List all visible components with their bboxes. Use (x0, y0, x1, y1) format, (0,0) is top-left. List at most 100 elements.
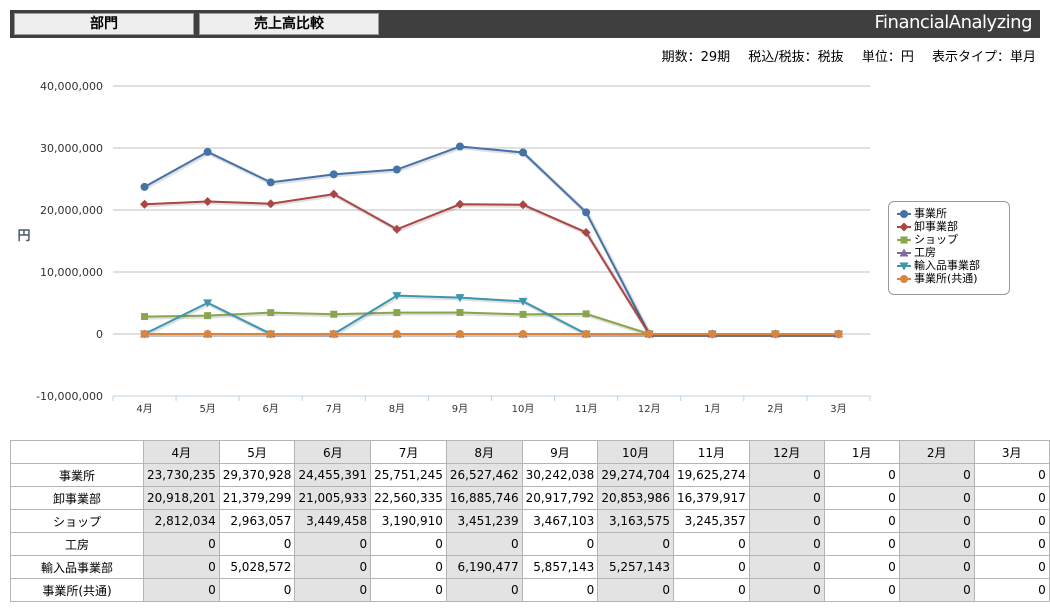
data-point (393, 309, 401, 317)
data-point (392, 292, 402, 301)
table-cell: 0 (597, 532, 675, 556)
table-cell: 0 (370, 532, 447, 556)
table-cell: 29,274,704 (597, 463, 675, 487)
top-bar: 部門 売上高比較 FinancialAnalyzing (10, 10, 1040, 38)
data-point (519, 330, 528, 338)
x-tick-label: 2月 (767, 403, 783, 415)
table-column-header: 3月 (973, 440, 1050, 464)
table-cell: 21,379,299 (218, 486, 296, 510)
table-cell: 3,449,458 (294, 509, 372, 533)
data-point (140, 330, 149, 338)
table-cell: 0 (143, 532, 220, 556)
table-cell: 0 (748, 509, 825, 533)
table-cell: 0 (143, 578, 220, 602)
table-row: 輸入品事業部 0 5,028,572 0 0 6,190,477 5,857,143 5,25… (10, 555, 1050, 579)
table-row-label: 輸入品事業部 (10, 555, 144, 579)
legend-item[interactable]: ショップ (897, 233, 1009, 246)
table-row-label: 事業所(共通) (10, 578, 144, 602)
table-column-header: 10月 (597, 440, 675, 464)
table-cell: 23,730,235 (143, 463, 220, 487)
x-tick-label: 1月 (704, 403, 720, 415)
table-cell: 0 (597, 578, 675, 602)
table-cell: 24,455,391 (294, 463, 372, 487)
data-point (203, 196, 213, 206)
table-cell: 0 (370, 578, 447, 602)
table-cell: 0 (823, 532, 900, 556)
data-point (518, 200, 528, 210)
table-cell: 0 (748, 486, 825, 510)
x-tick-label: 8月 (389, 403, 405, 415)
table-cell: 20,853,986 (597, 486, 675, 510)
table-cell: 0 (973, 486, 1050, 510)
table-cell: 0 (973, 532, 1050, 556)
y-axis-label: 円 (17, 229, 30, 244)
table-header-row: 4月 5月 6月 7月 8月 9月 10月 11月 12月 1月 2月 3月 (10, 440, 1050, 464)
legend-item[interactable]: 事業所 (897, 207, 1009, 220)
table-cell: 0 (823, 463, 900, 487)
table-cell: 0 (370, 555, 447, 579)
tab-department[interactable]: 部門 (14, 13, 194, 35)
table-cell: 0 (294, 578, 372, 602)
table-cell: 0 (218, 532, 296, 556)
data-table: 4月 5月 6月 7月 8月 9月 10月 11月 12月 1月 2月 3月 事業所 23,730,23… (10, 440, 1050, 602)
legend-marker-icon (897, 210, 911, 218)
legend-label: 工房 (914, 246, 936, 259)
table-cell: 5,257,143 (597, 555, 675, 579)
table-cell: 25,751,245 (370, 463, 447, 487)
table-cell: 3,190,910 (370, 509, 447, 533)
y-tick-label: 0 (96, 328, 103, 341)
tab-sales-comparison[interactable]: 売上高比較 (199, 13, 379, 35)
y-tick-label: 10,000,000 (40, 266, 103, 279)
data-point (456, 309, 464, 317)
data-point (203, 299, 213, 308)
table-cell: 0 (823, 509, 900, 533)
table-cell: 21,005,933 (294, 486, 372, 510)
table-cell: 26,527,462 (445, 463, 523, 487)
data-point (140, 199, 150, 209)
table-cell: 2,963,057 (218, 509, 296, 533)
table-cell: 0 (673, 578, 750, 602)
table-cell: 3,451,239 (445, 509, 523, 533)
data-point (329, 189, 339, 199)
legend-marker-icon (897, 275, 911, 283)
y-tick-label: 20,000,000 (40, 204, 103, 217)
x-tick-label: 4月 (136, 403, 152, 415)
tax-info: 税込/税抜：税抜 (748, 50, 844, 65)
table-row: 卸事業部 20,918,201 21,379,299 21,005,933 22,560… (10, 486, 1050, 510)
x-tick-label: 5月 (199, 403, 215, 415)
legend-item[interactable]: 事業所(共通) (897, 272, 1009, 285)
table-cell: 0 (973, 555, 1050, 579)
data-point (203, 330, 212, 338)
table-cell: 0 (823, 486, 900, 510)
legend-item[interactable]: 工房 (897, 246, 1009, 259)
data-point (204, 312, 212, 320)
table-cell: 0 (823, 578, 900, 602)
table-row-label: ショップ (10, 509, 144, 533)
table-column-header: 7月 (370, 440, 447, 464)
data-point (645, 330, 654, 338)
table-row: 事業所(共通) 0 0 0 0 0 0 0 0 0 0 0 0 (10, 578, 1050, 602)
legend-label: 事業所 (914, 207, 947, 220)
data-point (834, 330, 843, 338)
table-cell: 0 (973, 578, 1050, 602)
table-column-header: 5月 (218, 440, 296, 464)
table-cell: 22,560,335 (370, 486, 447, 510)
y-tick-label: 30,000,000 (40, 142, 103, 155)
chart-grid (112, 85, 871, 401)
data-point (140, 182, 149, 191)
legend-marker-icon (897, 248, 911, 257)
legend-label: 事業所(共通) (914, 272, 978, 285)
table-cell: 5,028,572 (218, 555, 296, 579)
table-cell: 0 (748, 555, 825, 579)
table-cell: 0 (973, 509, 1050, 533)
legend-item[interactable]: 卸事業部 (897, 220, 1009, 233)
table-cell: 0 (748, 463, 825, 487)
table-cell: 0 (748, 532, 825, 556)
table-cell: 0 (673, 555, 750, 579)
table-cell: 0 (143, 555, 220, 579)
table-column-header: 12月 (748, 440, 825, 464)
table-cell: 0 (294, 532, 372, 556)
legend-item[interactable]: 輸入品事業部 (897, 259, 1009, 272)
table-column-header: 11月 (673, 440, 750, 464)
table-row-label: 工房 (10, 532, 144, 556)
